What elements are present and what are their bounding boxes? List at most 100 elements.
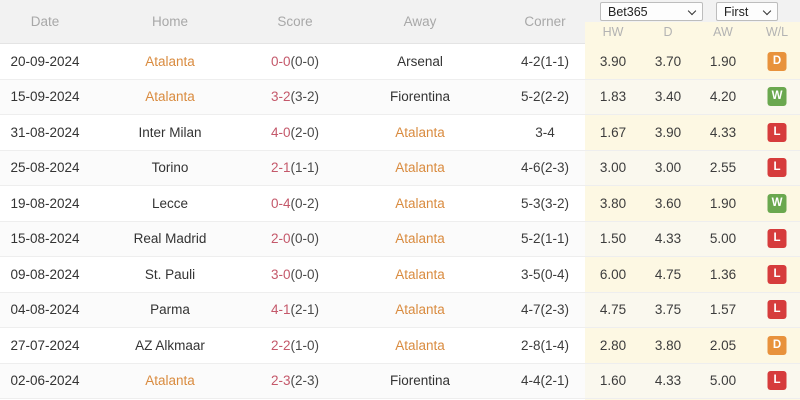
cell-home-win-odds: 1.60 bbox=[599, 373, 627, 389]
cell-score[interactable]: 4-0 (2-0) bbox=[271, 115, 319, 150]
score-fulltime: 2-2 bbox=[270, 337, 291, 353]
score-fulltime: 4-0 bbox=[270, 124, 291, 140]
table-row[interactable]: 25-08-2024 Torino 2-1 (1-1) Atalanta 4-6(2-3)… bbox=[0, 150, 800, 186]
cell-home-team[interactable]: Inter Milan bbox=[138, 115, 201, 150]
cell-score[interactable]: 2-2 (1-0) bbox=[271, 328, 319, 363]
table-row[interactable]: 09-08-2024 St. Pauli 3-0 (0-0) Atalanta 3-5(0… bbox=[0, 257, 800, 293]
period-select[interactable]: First bbox=[716, 2, 778, 21]
cell-away-win-odds: 5.00 bbox=[709, 231, 737, 247]
table-row[interactable]: 27-07-2024 AZ Alkmaar 2-2 (1-0) Atalanta 2-8(… bbox=[0, 328, 800, 364]
table-row[interactable]: 31-08-2024 Inter Milan 4-0 (2-0) Atalanta 3-4… bbox=[0, 115, 800, 151]
status-badge: L bbox=[767, 371, 787, 391]
cell-away-team[interactable]: Atalanta bbox=[395, 222, 445, 257]
cell-date: 04-08-2024 bbox=[10, 302, 80, 318]
cell-away-team[interactable]: Atalanta bbox=[395, 115, 445, 150]
score-fulltime: 4-1 bbox=[270, 302, 291, 318]
table-row[interactable]: 15-09-2024 Atalanta 3-2 (3-2) Fiorentina 5-2(… bbox=[0, 79, 800, 115]
period-select-value: First bbox=[724, 4, 749, 19]
score-fulltime: 3-0 bbox=[270, 266, 291, 282]
score-halftime: (0-0) bbox=[290, 53, 320, 69]
cell-score[interactable]: 0-0 (0-0) bbox=[271, 44, 319, 79]
cell-corner: 3-4 bbox=[535, 124, 555, 140]
chevron-down-icon bbox=[689, 7, 698, 16]
column-header-score[interactable]: Score bbox=[277, 14, 313, 29]
cell-away-win-odds: 4.20 bbox=[709, 89, 737, 105]
away-team-name: Fiorentina bbox=[389, 373, 451, 389]
away-team-name: Atalanta bbox=[395, 302, 445, 318]
status-badge: L bbox=[767, 229, 787, 249]
cell-corner: 5-2(1-1) bbox=[520, 231, 570, 247]
column-header-draw-odds[interactable]: D bbox=[663, 25, 673, 39]
cell-away-win-odds: 1.90 bbox=[709, 53, 737, 69]
table-row[interactable]: 15-08-2024 Real Madrid 2-0 (0-0) Atalanta 5-2… bbox=[0, 221, 800, 257]
cell-home-team[interactable]: Lecce bbox=[152, 186, 188, 221]
cell-date: 20-09-2024 bbox=[10, 53, 80, 69]
table-row[interactable]: 20-09-2024 Atalanta 0-0 (0-0) Arsenal 4-2(1-1… bbox=[0, 44, 800, 80]
cell-home-team[interactable]: Parma bbox=[150, 293, 190, 328]
score-fulltime: 0-4 bbox=[270, 195, 291, 211]
column-header-home[interactable]: Home bbox=[151, 14, 189, 29]
cell-win-loss: W bbox=[767, 186, 787, 221]
cell-away-team[interactable]: Fiorentina bbox=[390, 80, 450, 115]
table-header: Date Home Score Away Corner HW D AW W/L … bbox=[0, 0, 800, 44]
column-header-win-loss[interactable]: W/L bbox=[765, 25, 789, 39]
cell-draw-odds: 3.40 bbox=[654, 89, 682, 105]
bookmaker-select-value: Bet365 bbox=[608, 4, 648, 19]
cell-away-team[interactable]: Arsenal bbox=[397, 44, 443, 79]
home-team-name: Atalanta bbox=[145, 373, 195, 389]
cell-corner: 5-3(3-2) bbox=[520, 195, 570, 211]
cell-date: 19-08-2024 bbox=[10, 195, 80, 211]
status-badge: L bbox=[767, 122, 787, 142]
cell-score[interactable]: 0-4 (0-2) bbox=[271, 186, 319, 221]
cell-win-loss: D bbox=[767, 328, 787, 363]
cell-away-win-odds: 2.05 bbox=[709, 337, 737, 353]
cell-score[interactable]: 2-1 (1-1) bbox=[271, 151, 319, 186]
home-team-name: Real Madrid bbox=[133, 231, 207, 247]
cell-home-team[interactable]: Atalanta bbox=[145, 80, 195, 115]
cell-away-team[interactable]: Atalanta bbox=[395, 257, 445, 292]
away-team-name: Atalanta bbox=[395, 160, 445, 176]
cell-away-team[interactable]: Atalanta bbox=[395, 328, 445, 363]
score-fulltime: 2-1 bbox=[270, 160, 291, 176]
away-team-name: Atalanta bbox=[395, 266, 445, 282]
cell-home-team[interactable]: Torino bbox=[152, 151, 189, 186]
score-fulltime: 2-3 bbox=[270, 373, 291, 389]
cell-away-team[interactable]: Atalanta bbox=[395, 151, 445, 186]
column-header-date[interactable]: Date bbox=[30, 14, 60, 29]
column-header-away[interactable]: Away bbox=[403, 14, 437, 29]
bookmaker-select[interactable]: Bet365 bbox=[600, 2, 703, 21]
cell-home-team[interactable]: Real Madrid bbox=[134, 222, 207, 257]
cell-away-team[interactable]: Atalanta bbox=[395, 186, 445, 221]
cell-score[interactable]: 2-3 (2-3) bbox=[271, 364, 319, 399]
cell-score[interactable]: 3-0 (0-0) bbox=[271, 257, 319, 292]
cell-draw-odds: 3.70 bbox=[654, 53, 682, 69]
cell-corner: 4-4(2-1) bbox=[520, 373, 570, 389]
column-header-home-win-odds[interactable]: HW bbox=[602, 25, 624, 39]
cell-away-win-odds: 5.00 bbox=[709, 373, 737, 389]
cell-win-loss: L bbox=[767, 293, 787, 328]
cell-away-team[interactable]: Atalanta bbox=[395, 293, 445, 328]
score-halftime: (1-0) bbox=[290, 337, 320, 353]
cell-score[interactable]: 3-2 (3-2) bbox=[271, 80, 319, 115]
cell-home-win-odds: 3.90 bbox=[599, 53, 627, 69]
cell-corner: 5-2(2-2) bbox=[520, 89, 570, 105]
cell-home-team[interactable]: Atalanta bbox=[145, 364, 195, 399]
cell-score[interactable]: 2-0 (0-0) bbox=[271, 222, 319, 257]
table-row[interactable]: 04-08-2024 Parma 4-1 (2-1) Atalanta 4-7(2-3) 4… bbox=[0, 292, 800, 328]
cell-away-team[interactable]: Fiorentina bbox=[390, 364, 450, 399]
cell-date: 31-08-2024 bbox=[10, 124, 80, 140]
cell-home-team[interactable]: AZ Alkmaar bbox=[135, 328, 205, 363]
home-team-name: AZ Alkmaar bbox=[135, 337, 205, 353]
column-header-away-win-odds[interactable]: AW bbox=[713, 25, 733, 39]
cell-date: 25-08-2024 bbox=[10, 160, 80, 176]
cell-home-win-odds: 3.00 bbox=[599, 160, 627, 176]
column-header-corner[interactable]: Corner bbox=[524, 14, 566, 29]
table-row[interactable]: 02-06-2024 Atalanta 2-3 (2-3) Fiorentina 4-4(… bbox=[0, 363, 800, 399]
cell-score[interactable]: 4-1 (2-1) bbox=[271, 293, 319, 328]
score-halftime: (3-2) bbox=[290, 89, 320, 105]
cell-home-team[interactable]: St. Pauli bbox=[145, 257, 195, 292]
score-fulltime: 3-2 bbox=[270, 89, 291, 105]
table-row[interactable]: 19-08-2024 Lecce 0-4 (0-2) Atalanta 5-3(3-2) 3… bbox=[0, 186, 800, 222]
cell-home-team[interactable]: Atalanta bbox=[145, 44, 195, 79]
cell-win-loss: D bbox=[767, 44, 787, 79]
